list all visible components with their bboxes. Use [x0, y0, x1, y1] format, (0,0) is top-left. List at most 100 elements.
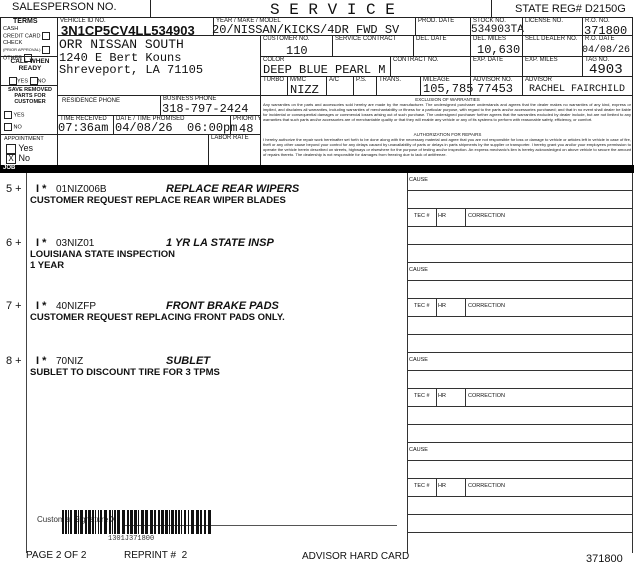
job-line: 7 + I * 40NIZFP FRONT BRAKE PADS CUSTOMER RE…: [0, 300, 400, 323]
hr-divider: [465, 388, 466, 406]
job-title: FRONT BRAKE PADS: [166, 300, 279, 312]
job-title: SUBLET: [166, 355, 210, 367]
barcode-bar: [134, 510, 137, 534]
vin-field: VEHICLE ID No. 3N1CP5CV4LL534903: [57, 17, 214, 38]
salesperson-label: SALESPERSON NO.: [12, 1, 117, 13]
writing-line: [407, 496, 633, 497]
terms-cash[interactable]: CASH: [3, 26, 19, 32]
page-number: PAGE 2 OF 2: [26, 550, 87, 561]
ro-number-field: R.O. No. 371800: [582, 17, 633, 38]
barcode-bar: [62, 510, 64, 534]
license-field: LICENSE No.: [522, 17, 583, 36]
terms-box: TERMS CASH CREDIT CARD CHECK (PRIOR APPR…: [0, 17, 58, 62]
labor-rate-field: LABOR RATE: [208, 134, 261, 166]
customer-city: Shreveport, LA 71105: [59, 63, 204, 77]
job-flag: I *: [36, 237, 47, 249]
appointment-no-checkbox[interactable]: X: [6, 153, 16, 164]
terms-credit[interactable]: CREDIT CARD: [3, 32, 51, 40]
writing-line: [407, 478, 633, 479]
tag-field: TAG No. 4903: [582, 56, 633, 78]
terms-prior: (PRIOR APPROVAL): [3, 46, 50, 54]
barcode-bar: [104, 510, 107, 534]
title-box: [150, 0, 492, 17]
exp-date-field: EXP. DATE: [470, 56, 523, 77]
date-promised-field: DATE / TIME PROMISED 04/08/26 06:00pm: [113, 115, 238, 135]
writing-line: [407, 244, 633, 245]
call-when-ready-heading: CALL WHEN READY: [10, 58, 50, 72]
correction-label: CORRECTION: [468, 393, 505, 399]
appointment-heading: APPOINTMENT: [4, 136, 44, 142]
contract-no-field: CONTRACT No.: [390, 56, 471, 77]
writing-line: [407, 316, 633, 317]
auth-heading: AUTHORIZATION FOR REPAIRS: [413, 132, 482, 137]
barcode-bar: [171, 510, 174, 534]
cause-label: CAUSE: [409, 177, 428, 183]
legal-box: EXCLUSION OF WARRANTIES Any warranties o…: [260, 95, 634, 166]
form-title: S E R V I C E: [270, 1, 395, 19]
call-when-ready-box: CALL WHEN READY YES NO: [0, 56, 58, 86]
mmc-field: M/MC NIZZ: [287, 76, 327, 97]
cause-label: CAUSE: [409, 357, 428, 363]
tec-label: TEC #: [414, 213, 430, 219]
writing-line: [407, 226, 633, 227]
del-miles-field: DEL. MILES 10,630: [470, 35, 523, 57]
job-line: 5 + I * 01NIZ006B REPLACE REAR WIPERS CUSTOM…: [0, 183, 400, 206]
customer-address: 1240 E Bert Kouns: [59, 51, 182, 65]
writing-line: [407, 442, 633, 443]
writing-line: [407, 514, 633, 515]
save-yes-checkbox[interactable]: [4, 111, 12, 119]
writing-line: [407, 208, 633, 209]
writing-line: [407, 370, 633, 371]
terms-other[interactable]: OTHER: [3, 54, 50, 62]
service-contract-field: SERVICE CONTRACT: [332, 35, 414, 57]
cause-correction-panel: [407, 173, 633, 553]
job-code: 01NIZ006B: [56, 184, 107, 195]
ac-field: A/C: [326, 76, 354, 96]
state-reg: STATE REG# D2150G: [515, 3, 626, 15]
call-yes-checkbox[interactable]: [9, 77, 17, 85]
barcode-bar: [78, 510, 79, 534]
barcode-bar: [184, 510, 186, 534]
terms-heading: TERMS: [13, 18, 38, 25]
barcode-bar: [95, 510, 96, 534]
save-parts-heading: SAVE REMOVED PARTS FOR CUSTOMER: [8, 87, 52, 105]
barcode-bar: [122, 510, 125, 534]
barcode-bar: [80, 510, 83, 534]
job-flag: I *: [36, 355, 47, 367]
year-make-model-field: YEAR / MAKE / MODEL 20/NISSAN/KICKS/4DR F…: [212, 17, 416, 37]
prod-date-field: PROD. DATE: [415, 17, 471, 36]
exp-miles-field: EXP. MILES: [522, 56, 583, 77]
save-parts-box: SAVE REMOVED PARTS FOR CUSTOMER YES NO: [0, 85, 58, 135]
writing-line: [407, 388, 633, 389]
barcode-bar: [204, 510, 206, 534]
job-description: LOUISIANA STATE INSPECTION: [30, 249, 175, 260]
job-title: REPLACE REAR WIPERS: [166, 183, 300, 195]
terms-check[interactable]: CHECK: [3, 40, 23, 46]
barcode-bar: [74, 510, 77, 534]
save-no-checkbox[interactable]: [4, 123, 12, 131]
job-number: 8 +: [6, 355, 22, 367]
barcode-bar: [188, 510, 189, 534]
barcode-bar: [145, 510, 148, 534]
writing-line: [407, 190, 633, 191]
appointment-no: No: [18, 153, 31, 163]
writing-line: [407, 460, 633, 461]
writing-line: [407, 334, 633, 335]
barcode-bar: [88, 510, 91, 534]
job-bar: JOB: [0, 165, 634, 173]
hr-label: HR: [438, 213, 446, 219]
call-no-checkbox[interactable]: [29, 77, 38, 85]
color-field: COLOR DEEP BLUE PEARL M: [260, 56, 391, 77]
barcode-bar: [200, 510, 202, 534]
signature-line[interactable]: [125, 525, 397, 526]
hr-label: HR: [438, 393, 446, 399]
cause-label: CAUSE: [409, 267, 428, 273]
barcode-bar: [68, 510, 69, 534]
appointment-yes: Yes: [18, 143, 34, 153]
job-code: 03NIZ01: [56, 238, 95, 249]
job-description: SUBLET TO DISCOUNT TIRE FOR 3 TPMS: [30, 367, 220, 378]
sell-dealer-field: SELL DEALER No.: [522, 35, 583, 57]
barcode-bar: [100, 510, 102, 534]
business-phone-field: BUSINESS PHONE 318-797-2424: [160, 95, 261, 116]
barcode-bar: [191, 510, 194, 534]
